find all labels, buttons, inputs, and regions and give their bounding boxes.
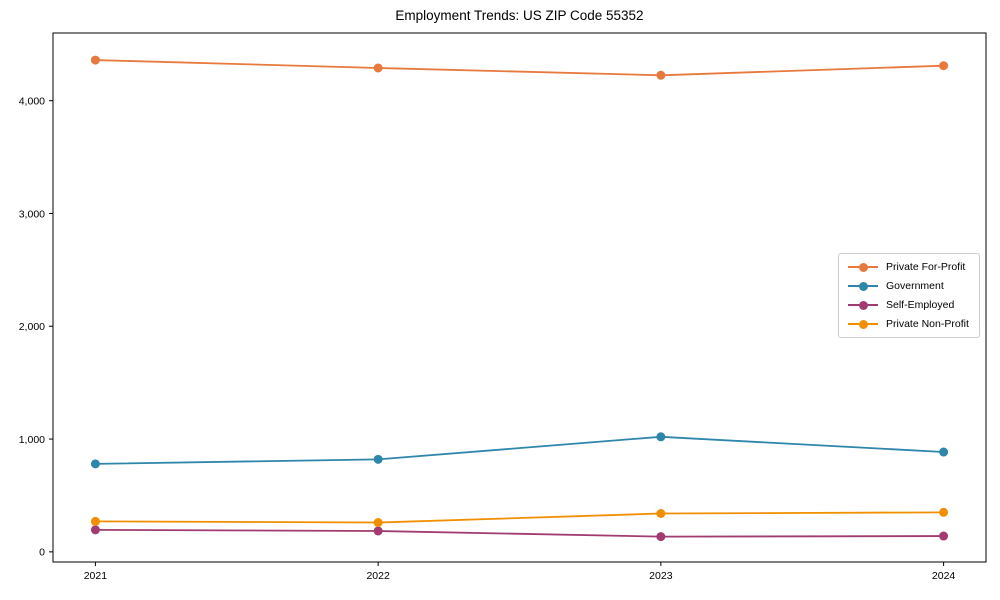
- data-point-private-non-profit-2022: [373, 518, 383, 528]
- y-tick-label: 3,000: [19, 208, 45, 220]
- x-tick-label: 2022: [366, 570, 390, 582]
- legend: Private For-Profit Government Self-Employe…: [838, 253, 980, 338]
- data-point-government-2024: [939, 447, 949, 457]
- series-line-private-for-profit: [94, 59, 945, 77]
- legend-dot: [858, 319, 868, 329]
- data-point-government-2023: [656, 432, 666, 442]
- legend-marker-icon: [848, 262, 878, 272]
- data-point-private-for-profit-2022: [373, 63, 383, 73]
- data-point-government-2021: [90, 459, 100, 469]
- legend-item-self-employed: Self-Employed: [848, 299, 969, 311]
- series-line-self-employed: [94, 528, 945, 538]
- legend-marker-icon: [848, 281, 878, 291]
- legend-item-government: Government: [848, 280, 969, 292]
- legend-label: Government: [886, 280, 944, 292]
- x-tick-label: 2024: [932, 570, 956, 582]
- data-point-self-employed-2022: [373, 526, 383, 536]
- data-point-private-for-profit-2021: [90, 55, 100, 65]
- data-point-private-for-profit-2023: [656, 70, 666, 80]
- chart-title: Employment Trends: US ZIP Code 55352: [395, 8, 644, 23]
- legend-label: Self-Employed: [886, 299, 955, 311]
- x-tick-label: 2023: [649, 570, 673, 582]
- legend-item-private-non-profit: Private Non-Profit: [848, 318, 969, 330]
- data-point-government-2022: [373, 454, 383, 464]
- legend-label: Private For-Profit: [886, 261, 966, 273]
- legend-marker-icon: [848, 319, 878, 329]
- data-point-private-for-profit-2024: [939, 61, 949, 71]
- data-point-self-employed-2024: [939, 531, 949, 541]
- data-point-private-non-profit-2024: [939, 507, 949, 517]
- data-point-self-employed-2023: [656, 532, 666, 542]
- y-tick-label: 1,000: [19, 434, 45, 446]
- series-line-private-non-profit: [94, 511, 945, 524]
- data-point-private-non-profit-2021: [90, 516, 100, 526]
- y-tick-label: 0: [39, 547, 45, 559]
- legend-marker-icon: [848, 300, 878, 310]
- data-point-private-non-profit-2023: [656, 508, 666, 518]
- legend-item-private-for-profit: Private For-Profit: [848, 261, 969, 273]
- data-point-self-employed-2021: [90, 525, 100, 535]
- y-tick-label: 2,000: [19, 321, 45, 333]
- series-line-government: [94, 435, 945, 465]
- legend-dot: [858, 262, 868, 272]
- legend-dot: [858, 300, 868, 310]
- x-tick-label: 2021: [84, 570, 108, 582]
- plot-border: [52, 32, 987, 563]
- y-tick-label: 4,000: [19, 95, 45, 107]
- legend-label: Private Non-Profit: [886, 318, 969, 330]
- legend-dot: [858, 281, 868, 291]
